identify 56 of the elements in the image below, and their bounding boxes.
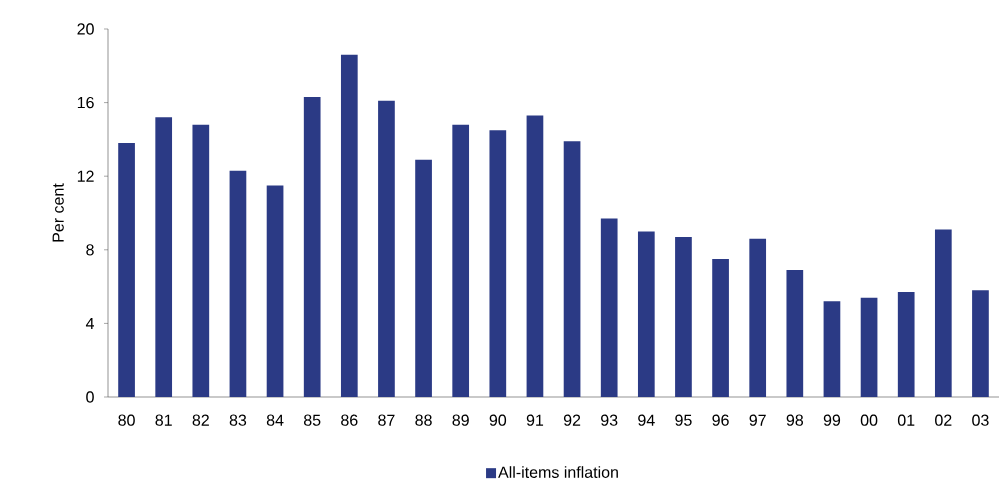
bar (266, 185, 284, 397)
bar (712, 259, 729, 397)
bar (118, 143, 135, 397)
bar (155, 117, 173, 397)
bar (489, 130, 507, 397)
x-tick-label: 83 (229, 414, 247, 426)
bar (823, 301, 841, 397)
bar (378, 100, 395, 397)
x-tick-label: 99 (823, 414, 841, 426)
bar (675, 236, 692, 397)
y-tick-label: 12 (77, 170, 94, 182)
x-tick-label: 91 (526, 414, 544, 426)
legend-label: All-items inflation (498, 466, 618, 478)
bar (897, 292, 915, 397)
bar (600, 218, 618, 397)
bar (229, 170, 247, 397)
bar (749, 238, 767, 397)
bar (563, 141, 581, 397)
bar (452, 124, 470, 397)
bar (192, 124, 210, 397)
x-tick-label: 96 (712, 414, 729, 426)
x-tick-label: 97 (749, 414, 766, 426)
x-tick-label: 81 (155, 414, 172, 426)
x-tick-label: 98 (786, 414, 804, 426)
bar (303, 97, 321, 397)
x-tick-label: 93 (601, 414, 618, 426)
x-tick-label: 89 (452, 414, 469, 426)
x-tick-label: 00 (860, 414, 878, 426)
y-tick-label: 4 (85, 317, 95, 329)
x-tick-label: 84 (266, 414, 284, 426)
x-tick-label: 85 (303, 414, 321, 426)
x-tick-label: 82 (192, 414, 209, 426)
y-tick-label: 0 (86, 391, 94, 403)
bar (637, 231, 655, 397)
x-tick-label: 03 (972, 414, 989, 426)
x-tick-label: 92 (563, 414, 581, 426)
x-tick-label: 86 (341, 414, 358, 426)
bar (972, 290, 989, 397)
x-tick-label: 80 (118, 414, 135, 426)
bar (526, 115, 544, 397)
bar (340, 54, 358, 397)
bar (860, 297, 878, 397)
bar (415, 159, 432, 397)
y-tick-label: 20 (77, 23, 94, 35)
y-tick-label: 16 (77, 96, 94, 109)
x-tick-label: 94 (638, 414, 655, 426)
x-tick-label: 88 (415, 414, 432, 426)
x-tick-label: 87 (378, 414, 395, 426)
y-tick-label: 8 (86, 244, 94, 256)
x-tick-label: 02 (935, 414, 952, 426)
bar (786, 270, 804, 397)
x-tick-label: 90 (489, 414, 507, 426)
bar (934, 229, 952, 397)
x-tick-label: 01 (897, 414, 915, 426)
x-tick-label: 95 (675, 414, 692, 426)
y-axis-title: Per cent (52, 183, 64, 242)
